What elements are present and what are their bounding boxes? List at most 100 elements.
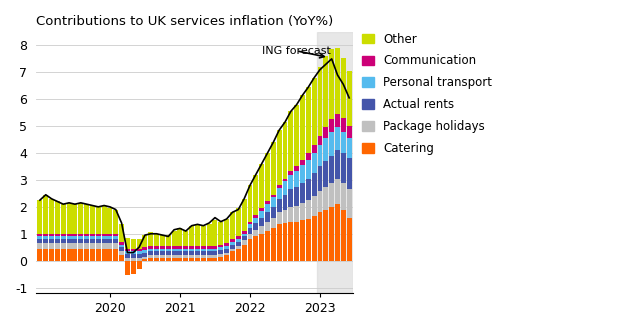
Bar xyxy=(236,237,241,239)
Bar xyxy=(96,248,100,261)
Bar xyxy=(72,243,77,248)
Bar xyxy=(154,251,159,255)
Bar xyxy=(347,126,351,138)
Bar xyxy=(259,164,264,208)
Bar xyxy=(212,251,218,255)
Bar xyxy=(230,248,235,251)
Bar xyxy=(113,234,118,237)
Bar xyxy=(300,220,305,261)
Bar xyxy=(259,226,264,234)
Bar xyxy=(37,200,42,234)
Bar xyxy=(166,255,171,258)
Bar xyxy=(119,255,124,261)
Bar xyxy=(195,224,200,246)
Bar xyxy=(113,248,118,261)
Bar xyxy=(172,255,177,258)
Bar xyxy=(61,237,66,239)
Bar xyxy=(329,119,334,132)
Bar xyxy=(131,239,136,248)
Bar xyxy=(230,245,235,248)
Bar xyxy=(61,243,66,248)
Bar xyxy=(148,255,153,258)
Bar xyxy=(224,243,229,246)
Bar xyxy=(131,261,136,274)
Bar xyxy=(253,175,259,215)
Bar xyxy=(44,234,48,237)
Bar xyxy=(224,255,229,261)
Bar xyxy=(189,248,194,251)
Bar xyxy=(248,234,252,239)
Bar xyxy=(177,255,182,258)
Bar xyxy=(67,203,72,234)
Bar xyxy=(347,138,351,158)
Bar xyxy=(329,182,334,207)
Bar xyxy=(119,242,124,245)
Bar xyxy=(172,248,177,251)
Text: Contributions to UK services inflation (YoY%): Contributions to UK services inflation (… xyxy=(36,15,333,28)
Bar xyxy=(37,239,42,243)
Bar xyxy=(143,257,147,259)
Bar xyxy=(67,234,72,237)
Bar xyxy=(230,251,235,261)
Bar xyxy=(306,219,311,261)
Bar xyxy=(271,195,276,197)
Bar xyxy=(201,255,206,258)
Bar xyxy=(90,206,95,234)
Bar xyxy=(306,200,311,219)
Bar xyxy=(131,251,136,254)
Bar xyxy=(148,246,153,248)
Bar xyxy=(289,175,293,189)
Bar xyxy=(72,237,77,239)
Bar xyxy=(108,248,113,261)
Bar xyxy=(253,215,259,217)
Bar xyxy=(294,171,299,187)
Bar xyxy=(317,212,323,261)
Bar xyxy=(143,259,147,261)
Bar xyxy=(253,217,259,223)
Bar xyxy=(265,202,270,204)
Bar xyxy=(119,247,124,251)
Bar xyxy=(177,246,182,248)
Bar xyxy=(294,206,299,222)
Bar xyxy=(61,234,66,237)
Bar xyxy=(242,245,246,261)
Bar xyxy=(177,248,182,251)
Bar xyxy=(96,239,100,243)
Bar xyxy=(166,246,171,248)
Bar xyxy=(236,248,241,261)
Bar xyxy=(172,246,177,248)
Bar xyxy=(271,142,276,195)
Bar xyxy=(183,258,188,261)
Bar xyxy=(189,226,194,246)
Bar xyxy=(67,248,72,261)
Bar xyxy=(108,243,113,248)
Bar xyxy=(55,234,60,237)
Bar xyxy=(154,255,159,258)
Bar xyxy=(49,239,54,243)
Bar xyxy=(335,48,340,114)
Bar xyxy=(183,251,188,255)
Bar xyxy=(294,222,299,261)
Bar xyxy=(148,258,153,261)
Bar xyxy=(166,235,171,246)
Bar xyxy=(271,217,276,228)
Bar xyxy=(160,258,165,261)
Bar xyxy=(201,226,206,246)
Bar xyxy=(323,127,328,138)
Bar xyxy=(312,78,317,145)
Bar xyxy=(300,182,305,203)
Bar xyxy=(218,245,223,247)
Bar xyxy=(183,248,188,251)
Bar xyxy=(230,239,235,242)
Bar xyxy=(341,210,346,261)
Bar xyxy=(119,251,124,255)
Bar xyxy=(166,258,171,261)
Bar xyxy=(113,237,118,239)
Bar xyxy=(44,239,48,243)
Bar xyxy=(108,234,113,237)
Bar xyxy=(300,165,305,182)
Bar xyxy=(294,167,299,171)
Bar xyxy=(172,251,177,255)
Bar xyxy=(306,153,311,160)
Bar xyxy=(201,246,206,248)
